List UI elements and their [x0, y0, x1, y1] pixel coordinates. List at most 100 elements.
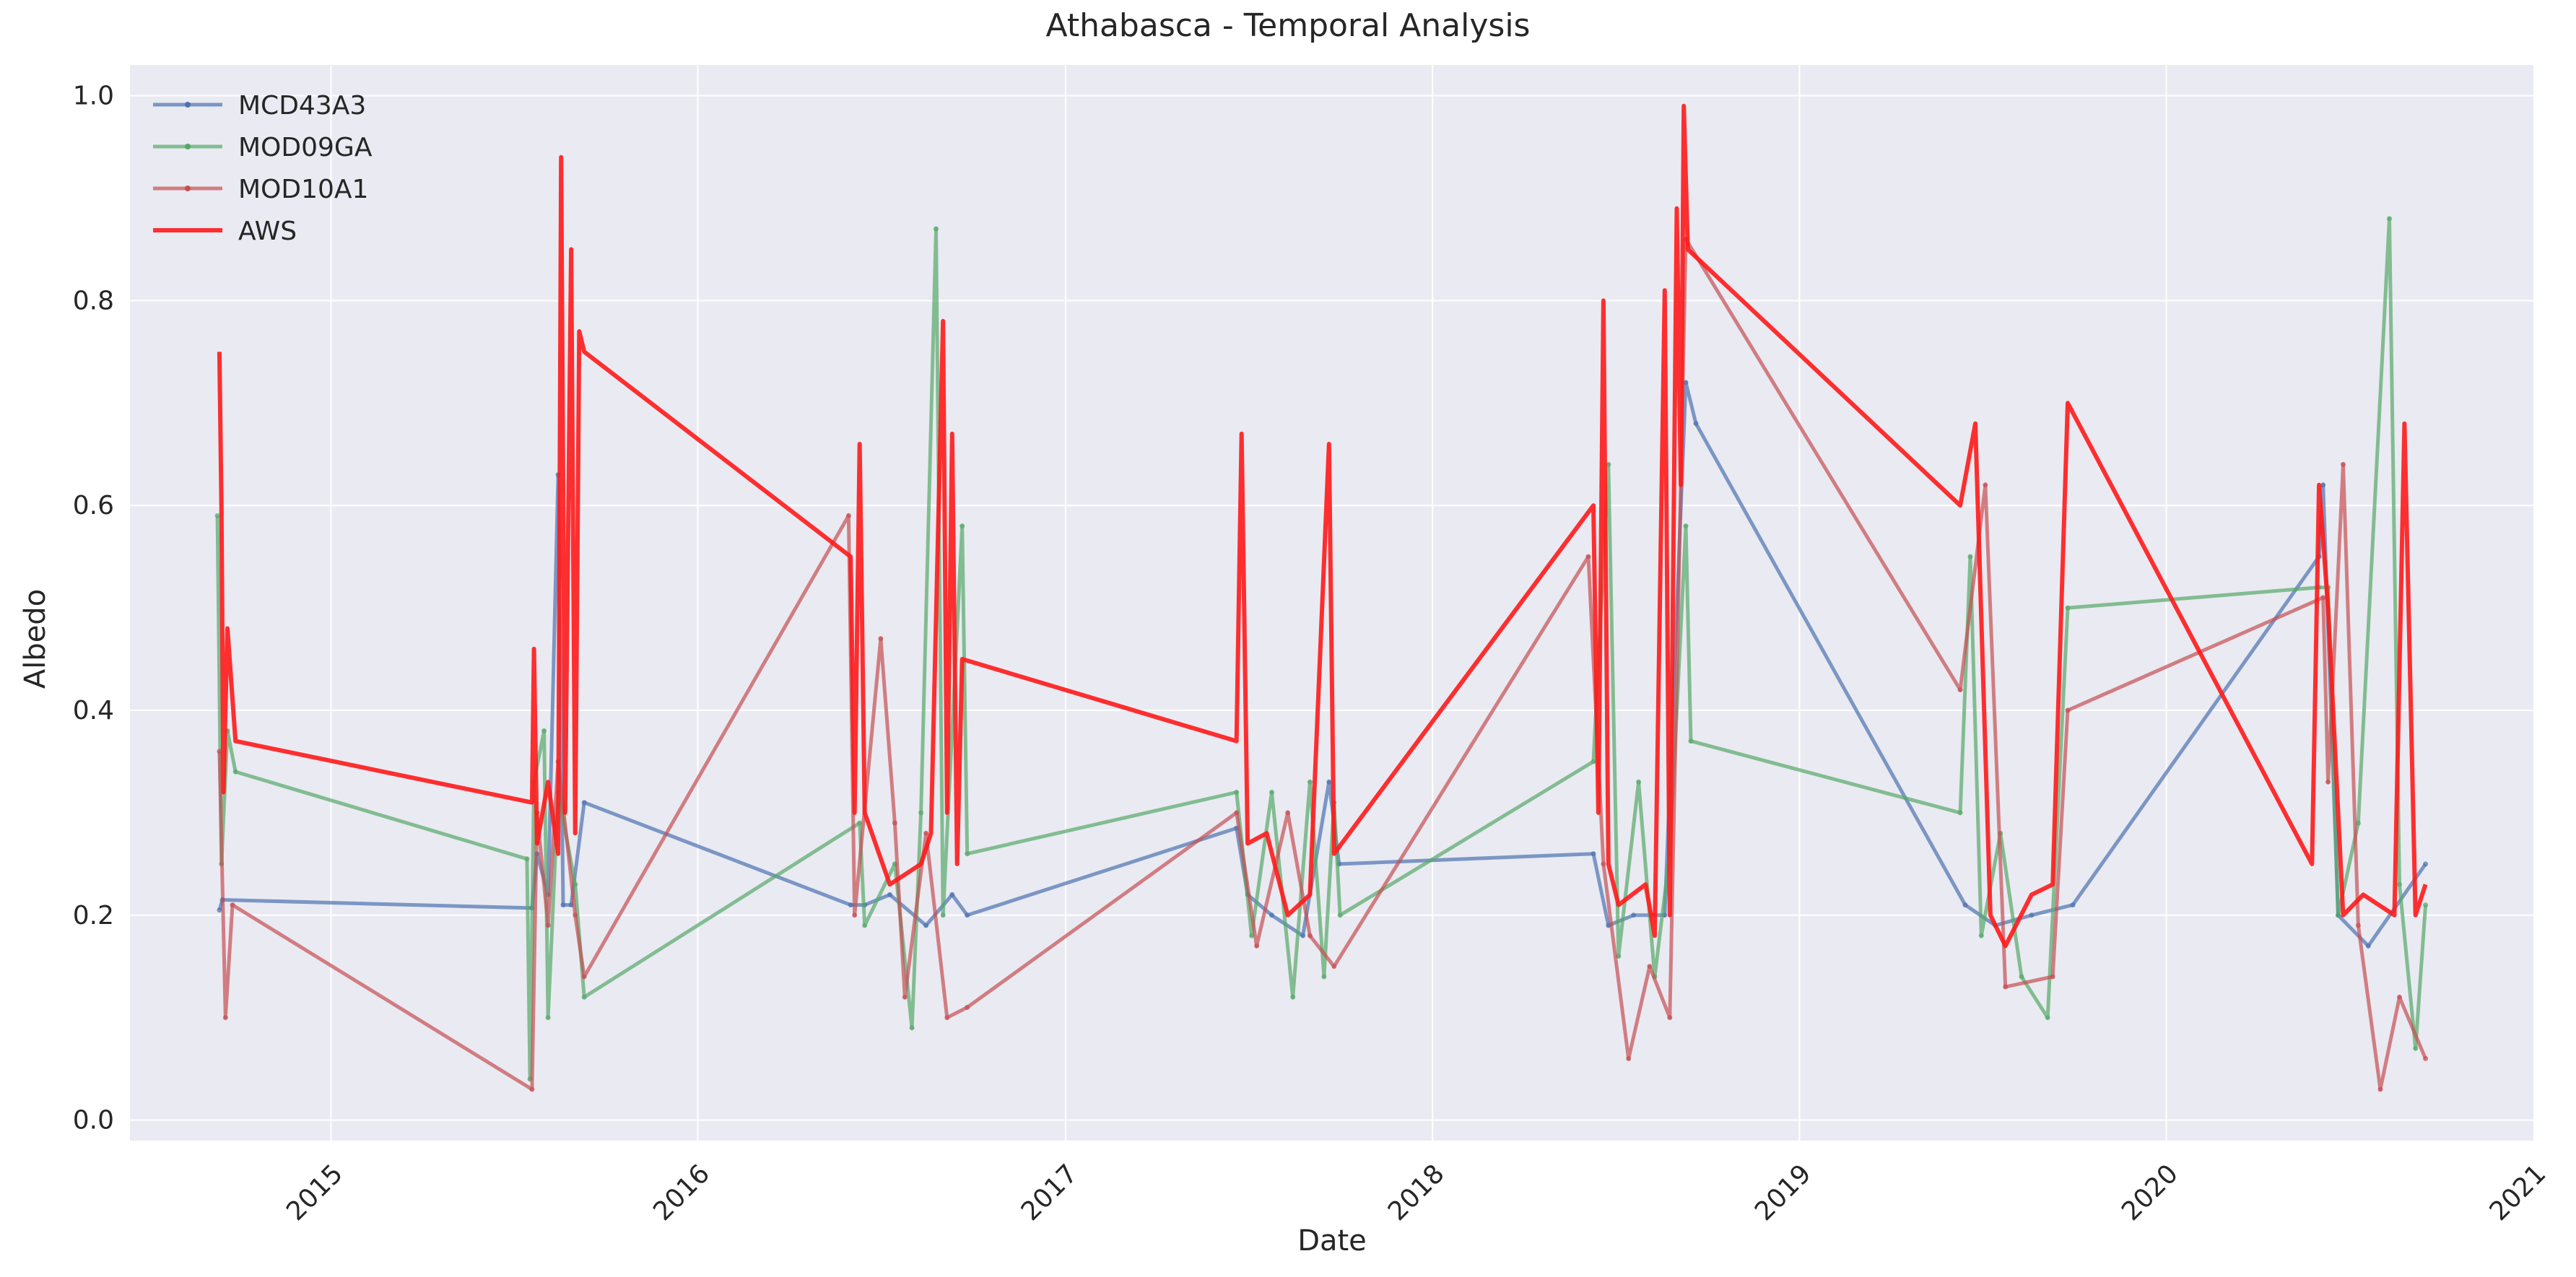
x-tick-label: 2021: [2484, 1159, 2552, 1226]
data-point: [1331, 964, 1337, 969]
data-point: [878, 636, 884, 642]
data-point: [1234, 810, 1240, 816]
data-point: [230, 902, 235, 908]
legend-label: MCD43A3: [238, 91, 366, 121]
data-point: [1290, 994, 1296, 1000]
data-point: [2029, 912, 2035, 918]
series-line: [215, 217, 2428, 1081]
data-point: [1631, 912, 1637, 918]
data-point: [1957, 810, 1963, 816]
legend-label: MOD10A1: [238, 175, 368, 204]
data-point: [2320, 482, 2326, 488]
data-point: [2423, 902, 2429, 908]
data-point: [965, 851, 970, 857]
data-point: [2045, 1015, 2050, 1021]
data-point: [1249, 933, 1255, 938]
x-tick-label: 2019: [1749, 1159, 1817, 1226]
legend-entry: MCD43A3: [153, 91, 366, 121]
data-point: [1667, 1015, 1673, 1021]
data-point: [1688, 738, 1694, 744]
data-point: [940, 912, 946, 918]
data-point: [581, 994, 587, 1000]
data-point: [857, 820, 863, 826]
data-point: [1636, 779, 1642, 785]
x-tick-labels: 2015 2016 2017 2018 2019 2020 2021: [281, 1159, 2551, 1226]
y-tick-label: 1.0: [73, 82, 114, 111]
data-point: [545, 1015, 551, 1021]
data-point: [2397, 881, 2402, 887]
series-line: [217, 103, 2428, 949]
y-tick-label: 0.0: [73, 1106, 114, 1136]
legend-entry: MOD10A1: [153, 175, 368, 204]
data-point: [1307, 933, 1313, 938]
data-point: [1683, 523, 1689, 529]
data-point: [581, 974, 587, 980]
data-point: [581, 800, 587, 806]
y-tick-label: 0.2: [73, 901, 114, 930]
data-point: [845, 513, 851, 518]
data-point: [2355, 923, 2361, 928]
chart-title: Athabasca - Temporal Analysis: [1046, 7, 1531, 44]
x-tick-label: 2015: [281, 1159, 349, 1226]
x-tick-label: 2018: [1383, 1159, 1450, 1226]
x-axis-title: Date: [1297, 1224, 1367, 1258]
data-point: [944, 1015, 950, 1021]
data-point: [949, 892, 955, 897]
data-point: [852, 912, 858, 918]
data-point: [1591, 851, 1596, 857]
data-point: [1983, 482, 1988, 488]
data-point: [217, 749, 222, 754]
legend-entry: MOD09GA: [153, 133, 373, 162]
series-mcd43a3: [217, 380, 2429, 949]
data-point: [1693, 421, 1699, 427]
data-point: [1254, 943, 1260, 949]
data-point: [887, 892, 892, 897]
data-point: [1300, 933, 1306, 938]
data-point: [934, 226, 939, 232]
data-point: [909, 1025, 915, 1031]
data-point: [217, 907, 222, 913]
data-point: [1307, 779, 1313, 785]
y-axis-title: Albedo: [19, 589, 52, 689]
data-point: [2320, 595, 2326, 601]
data-point: [1234, 790, 1240, 795]
series-line: [217, 380, 2427, 948]
data-point: [1978, 933, 1984, 938]
data-point: [2423, 861, 2429, 867]
data-point: [222, 1015, 228, 1021]
data-point: [1626, 1056, 1632, 1061]
data-point: [214, 513, 220, 518]
legend-label: AWS: [238, 217, 297, 246]
data-point: [923, 923, 929, 928]
data-point: [1967, 554, 1973, 559]
data-point: [1606, 461, 1611, 467]
data-point: [2325, 779, 2331, 785]
legend-marker: [185, 186, 191, 191]
data-point: [2423, 1056, 2429, 1061]
x-tick-label: 2016: [648, 1159, 715, 1226]
series-mod10a1: [217, 236, 2429, 1092]
data-point: [560, 902, 566, 908]
data-point: [862, 923, 868, 928]
data-point: [2336, 912, 2341, 918]
data-point: [1601, 861, 1606, 867]
data-point: [2003, 984, 2009, 990]
data-point: [1326, 779, 1332, 785]
y-tick-label: 0.4: [73, 696, 114, 725]
data-point: [2377, 1086, 2383, 1092]
data-point: [2065, 707, 2071, 713]
legend-marker: [185, 144, 191, 149]
data-point: [1269, 790, 1274, 795]
data-point: [902, 994, 908, 1000]
series-line: [217, 237, 2427, 1091]
data-point: [545, 923, 551, 928]
data-point: [2387, 216, 2392, 222]
data-point: [1337, 912, 1343, 918]
data-point: [965, 1005, 970, 1010]
x-tick-label: 2017: [1016, 1159, 1084, 1226]
data-point: [541, 728, 547, 733]
legend-items: MCD43A3 MOD09GA MOD10A1 AWS: [153, 91, 373, 246]
data-point: [2050, 974, 2055, 980]
data-point: [892, 820, 897, 826]
